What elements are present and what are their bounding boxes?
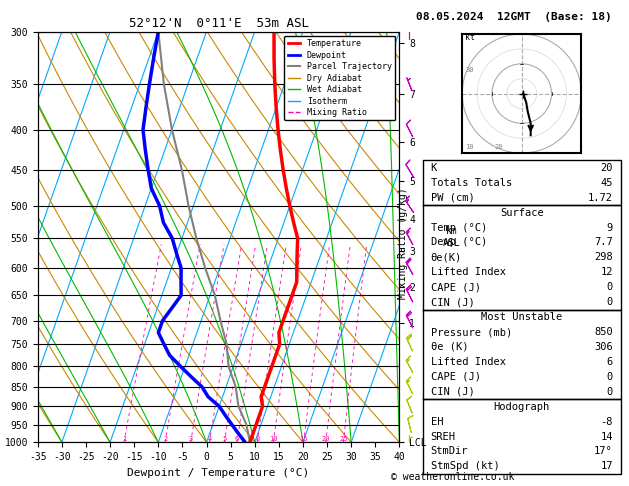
- Text: CAPE (J): CAPE (J): [431, 282, 481, 292]
- Text: 30: 30: [465, 67, 474, 73]
- Text: 3: 3: [189, 436, 193, 442]
- Text: 45: 45: [601, 178, 613, 188]
- Text: θe(K): θe(K): [431, 252, 462, 262]
- Text: 10: 10: [269, 436, 277, 442]
- Text: 17: 17: [601, 461, 613, 471]
- Text: 14: 14: [601, 432, 613, 442]
- Text: K: K: [431, 163, 437, 173]
- Text: SREH: SREH: [431, 432, 455, 442]
- Text: 5: 5: [222, 436, 226, 442]
- Text: 0: 0: [606, 387, 613, 397]
- Text: CAPE (J): CAPE (J): [431, 372, 481, 382]
- Text: 6: 6: [235, 436, 239, 442]
- Text: 2: 2: [163, 436, 167, 442]
- Text: 0: 0: [606, 297, 613, 307]
- Text: kt: kt: [465, 33, 475, 42]
- Text: Dewp (°C): Dewp (°C): [431, 238, 487, 247]
- Text: Mixing Ratio (g/kg): Mixing Ratio (g/kg): [398, 187, 408, 299]
- Text: Temp (°C): Temp (°C): [431, 223, 487, 233]
- Text: StmSpd (kt): StmSpd (kt): [431, 461, 499, 471]
- Text: Pressure (mb): Pressure (mb): [431, 327, 512, 337]
- Text: Lifted Index: Lifted Index: [431, 267, 506, 278]
- Text: Totals Totals: Totals Totals: [431, 178, 512, 188]
- Text: 306: 306: [594, 342, 613, 352]
- Text: 25: 25: [339, 436, 348, 442]
- Text: EH: EH: [431, 417, 443, 427]
- Text: Hodograph: Hodograph: [494, 401, 550, 412]
- Text: Surface: Surface: [500, 208, 543, 218]
- Text: 10: 10: [465, 144, 474, 150]
- X-axis label: Dewpoint / Temperature (°C): Dewpoint / Temperature (°C): [128, 468, 309, 478]
- Text: 17°: 17°: [594, 447, 613, 456]
- Text: 15: 15: [299, 436, 308, 442]
- Text: 0: 0: [606, 372, 613, 382]
- Text: 4: 4: [208, 436, 211, 442]
- Text: Most Unstable: Most Unstable: [481, 312, 562, 322]
- Text: 0: 0: [606, 282, 613, 292]
- Text: 9: 9: [606, 223, 613, 233]
- Text: CIN (J): CIN (J): [431, 297, 474, 307]
- Y-axis label: km
ASL: km ASL: [443, 226, 460, 248]
- Text: 850: 850: [594, 327, 613, 337]
- Text: 12: 12: [601, 267, 613, 278]
- Text: 1: 1: [122, 436, 126, 442]
- Text: 20: 20: [601, 163, 613, 173]
- Text: 6: 6: [606, 357, 613, 367]
- Text: 20: 20: [321, 436, 330, 442]
- Text: 20: 20: [495, 144, 503, 150]
- Text: -8: -8: [601, 417, 613, 427]
- Text: PW (cm): PW (cm): [431, 192, 474, 203]
- Text: Lifted Index: Lifted Index: [431, 357, 506, 367]
- Text: 08.05.2024  12GMT  (Base: 18): 08.05.2024 12GMT (Base: 18): [416, 12, 612, 22]
- Title: 52°12'N  0°11'E  53m ASL: 52°12'N 0°11'E 53m ASL: [128, 17, 309, 31]
- Text: StmDir: StmDir: [431, 447, 468, 456]
- Text: 8: 8: [255, 436, 259, 442]
- Text: 1.72: 1.72: [588, 192, 613, 203]
- Text: © weatheronline.co.uk: © weatheronline.co.uk: [391, 472, 515, 482]
- Text: 298: 298: [594, 252, 613, 262]
- Text: 7.7: 7.7: [594, 238, 613, 247]
- Text: θe (K): θe (K): [431, 342, 468, 352]
- Legend: Temperature, Dewpoint, Parcel Trajectory, Dry Adiabat, Wet Adiabat, Isotherm, Mi: Temperature, Dewpoint, Parcel Trajectory…: [284, 36, 395, 121]
- Text: CIN (J): CIN (J): [431, 387, 474, 397]
